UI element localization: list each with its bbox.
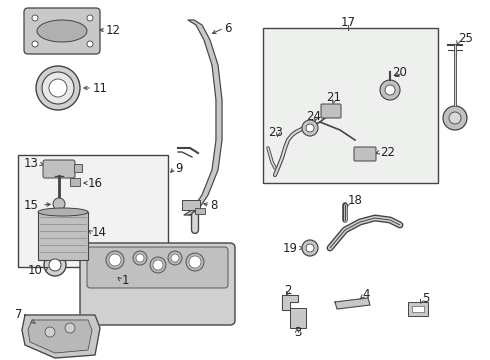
Circle shape bbox=[150, 257, 166, 273]
Bar bbox=[38, 212, 88, 260]
Text: 5: 5 bbox=[422, 292, 429, 305]
Bar bbox=[70, 178, 80, 186]
Ellipse shape bbox=[38, 208, 88, 216]
Text: 16: 16 bbox=[88, 176, 103, 189]
Polygon shape bbox=[184, 20, 222, 215]
Circle shape bbox=[49, 259, 61, 271]
Text: 7: 7 bbox=[15, 309, 22, 321]
FancyBboxPatch shape bbox=[43, 160, 75, 178]
Text: 22: 22 bbox=[380, 145, 395, 158]
Text: 21: 21 bbox=[326, 90, 341, 104]
FancyBboxPatch shape bbox=[354, 147, 376, 161]
Circle shape bbox=[53, 198, 65, 210]
Circle shape bbox=[306, 124, 314, 132]
Text: 14: 14 bbox=[92, 225, 107, 239]
Text: 13: 13 bbox=[24, 157, 39, 170]
Circle shape bbox=[36, 66, 80, 110]
Circle shape bbox=[306, 244, 314, 252]
Circle shape bbox=[189, 256, 201, 268]
Circle shape bbox=[87, 15, 93, 21]
Bar bbox=[74, 164, 82, 172]
Ellipse shape bbox=[37, 20, 87, 42]
Circle shape bbox=[302, 120, 318, 136]
Polygon shape bbox=[28, 320, 92, 353]
Polygon shape bbox=[282, 295, 298, 310]
Text: 17: 17 bbox=[341, 15, 356, 28]
Circle shape bbox=[44, 254, 66, 276]
Circle shape bbox=[106, 251, 124, 269]
Circle shape bbox=[109, 254, 121, 266]
Text: 4: 4 bbox=[362, 288, 369, 301]
Text: 18: 18 bbox=[348, 194, 363, 207]
Bar bbox=[182, 200, 200, 210]
Text: 1: 1 bbox=[122, 274, 129, 287]
Text: 6: 6 bbox=[224, 22, 231, 35]
FancyBboxPatch shape bbox=[87, 247, 228, 288]
Circle shape bbox=[87, 41, 93, 47]
Text: 25: 25 bbox=[458, 32, 473, 45]
Circle shape bbox=[380, 80, 400, 100]
Text: 12: 12 bbox=[106, 23, 121, 36]
Text: 8: 8 bbox=[210, 198, 218, 212]
Text: 20: 20 bbox=[392, 66, 407, 78]
Text: 15: 15 bbox=[24, 198, 39, 212]
Text: 9: 9 bbox=[175, 162, 182, 175]
Circle shape bbox=[449, 112, 461, 124]
FancyBboxPatch shape bbox=[321, 104, 341, 118]
Bar bbox=[408, 302, 428, 316]
Text: 11: 11 bbox=[93, 81, 108, 95]
Circle shape bbox=[443, 106, 467, 130]
Circle shape bbox=[168, 251, 182, 265]
Circle shape bbox=[385, 85, 395, 95]
Circle shape bbox=[302, 240, 318, 256]
Circle shape bbox=[171, 254, 179, 262]
Text: 19: 19 bbox=[283, 242, 298, 255]
Circle shape bbox=[32, 41, 38, 47]
Circle shape bbox=[49, 79, 67, 97]
Circle shape bbox=[65, 323, 75, 333]
Text: 10: 10 bbox=[28, 264, 43, 276]
Circle shape bbox=[136, 254, 144, 262]
FancyBboxPatch shape bbox=[24, 8, 100, 54]
Circle shape bbox=[32, 15, 38, 21]
Text: 24: 24 bbox=[306, 109, 321, 122]
Polygon shape bbox=[22, 315, 100, 358]
Circle shape bbox=[186, 253, 204, 271]
Bar bbox=[290, 308, 306, 328]
Bar bbox=[18, 155, 168, 267]
Text: 3: 3 bbox=[294, 327, 301, 339]
Text: 2: 2 bbox=[284, 284, 292, 297]
Bar bbox=[195, 208, 205, 214]
Circle shape bbox=[133, 251, 147, 265]
Circle shape bbox=[42, 72, 74, 104]
Circle shape bbox=[153, 260, 163, 270]
FancyBboxPatch shape bbox=[80, 243, 235, 325]
Polygon shape bbox=[335, 298, 370, 309]
Bar bbox=[412, 306, 424, 312]
Text: 23: 23 bbox=[268, 126, 283, 139]
Circle shape bbox=[45, 327, 55, 337]
Bar bbox=[263, 28, 438, 183]
